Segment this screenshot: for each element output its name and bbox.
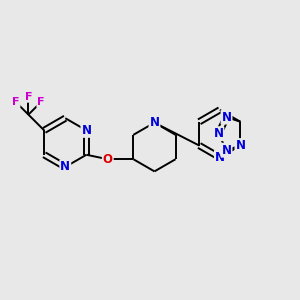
Text: F: F [25, 92, 32, 102]
Text: N: N [221, 111, 232, 124]
Text: N: N [149, 116, 160, 129]
Text: N: N [215, 151, 225, 164]
Text: N: N [81, 124, 92, 137]
Text: F: F [12, 97, 20, 107]
Text: N: N [213, 127, 224, 140]
Text: N: N [221, 144, 232, 157]
Text: O: O [103, 153, 113, 166]
Text: F: F [37, 97, 45, 107]
Text: N: N [60, 160, 70, 173]
Text: N: N [236, 139, 245, 152]
